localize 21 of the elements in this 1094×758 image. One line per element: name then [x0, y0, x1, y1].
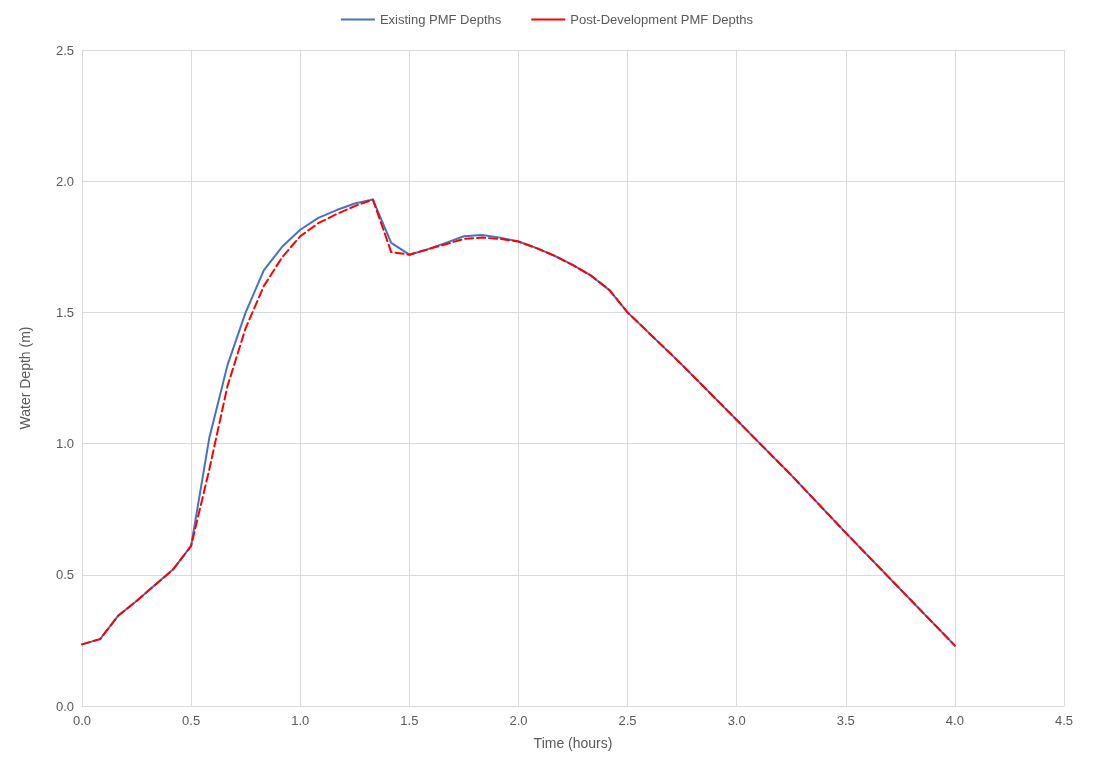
- x-tick-label: 3.5: [836, 713, 855, 728]
- legend-label: Existing PMF Depths: [379, 12, 502, 27]
- y-tick-label: 2.5: [55, 42, 74, 58]
- x-tick-label: 2.0: [509, 713, 528, 728]
- legend-label: Post-Development PMF Depths: [570, 12, 754, 27]
- y-tick-label: 1.0: [55, 436, 74, 452]
- x-tick-label: 4.5: [1054, 713, 1074, 728]
- line-series: [81, 198, 956, 647]
- x-tick-label: 1.5: [400, 713, 419, 728]
- x-tick-label: 3.0: [727, 713, 746, 728]
- x-tick-label: 0.5: [182, 713, 201, 728]
- y-tick-label: 0.5: [55, 567, 74, 583]
- x-tick-label: 4.0: [945, 713, 964, 728]
- y-tick-label: 0.0: [55, 698, 74, 714]
- x-tick-label: 2.5: [618, 713, 637, 728]
- y-tick-label: 1.5: [55, 304, 74, 320]
- x-tick-label: 1.0: [291, 713, 310, 728]
- y-tick-label: 2.0: [55, 173, 74, 189]
- y-axis-title: Water Depth (m): [17, 326, 33, 430]
- x-tick-label: 0.0: [72, 713, 92, 728]
- x-axis-title: Time (hours): [533, 735, 613, 751]
